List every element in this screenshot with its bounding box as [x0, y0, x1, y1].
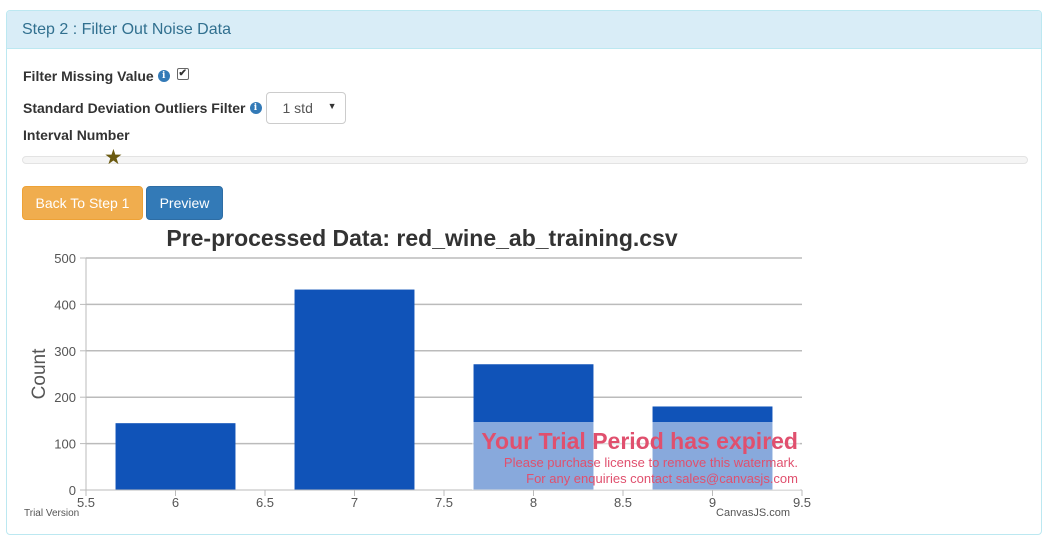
bar — [294, 289, 415, 490]
y-tick-label: 100 — [54, 437, 76, 452]
interval-slider[interactable] — [22, 156, 1028, 164]
interval-number-label: Interval Number — [23, 127, 130, 143]
x-tick-label: 6 — [172, 495, 179, 510]
x-tick-label: 7.5 — [435, 495, 453, 510]
filter-missing-row: Filter Missing Value i ✔ — [23, 68, 189, 84]
filter-missing-checkbox[interactable]: ✔ — [176, 68, 189, 80]
x-tick-label: 8.5 — [614, 495, 632, 510]
x-tick-label: 6.5 — [256, 495, 274, 510]
watermark-title: Your Trial Period has expired — [481, 428, 798, 454]
y-axis-label: Count — [29, 348, 50, 399]
back-to-step1-button[interactable]: Back To Step 1 — [22, 186, 143, 220]
y-tick-label: 400 — [54, 297, 76, 312]
y-tick-label: 200 — [54, 390, 76, 405]
y-tick-label: 0 — [69, 483, 76, 498]
filter-missing-label: Filter Missing Value — [23, 68, 154, 84]
trial-version-label: Trial Version — [24, 508, 79, 519]
y-tick-label: 500 — [54, 251, 76, 266]
x-tick-label: 9.5 — [793, 495, 811, 510]
y-tick-label: 300 — [54, 344, 76, 359]
x-tick-label: 9 — [709, 495, 716, 510]
outlier-std-select[interactable]: 1 std ▼ — [265, 92, 346, 124]
x-tick-label: 7 — [351, 495, 358, 510]
x-tick-label: 8 — [530, 495, 537, 510]
chevron-down-icon: ▼ — [327, 101, 337, 111]
watermark-line2: For any enquiries contact sales@canvasjs… — [526, 471, 798, 486]
chart-title: Pre-processed Data: red_wine_ab_training… — [166, 225, 678, 251]
star-icon[interactable]: ★ — [104, 146, 123, 169]
info-icon[interactable]: i — [249, 102, 262, 114]
bar — [115, 423, 236, 490]
info-icon[interactable]: i — [157, 70, 170, 82]
outlier-filter-row: Standard Deviation Outliers Filter i 1 s… — [23, 92, 346, 124]
preview-button[interactable]: Preview — [146, 186, 223, 220]
outlier-std-value: 1 std — [282, 100, 313, 116]
panel-title: Step 2 : Filter Out Noise Data — [7, 11, 1041, 49]
watermark-line1: Please purchase license to remove this w… — [504, 455, 798, 470]
canvasjs-credit[interactable]: CanvasJS.com — [716, 507, 790, 519]
outlier-filter-label: Standard Deviation Outliers Filter — [23, 100, 246, 116]
watermark-overlay — [472, 422, 800, 490]
x-tick-label: 5.5 — [77, 495, 95, 510]
